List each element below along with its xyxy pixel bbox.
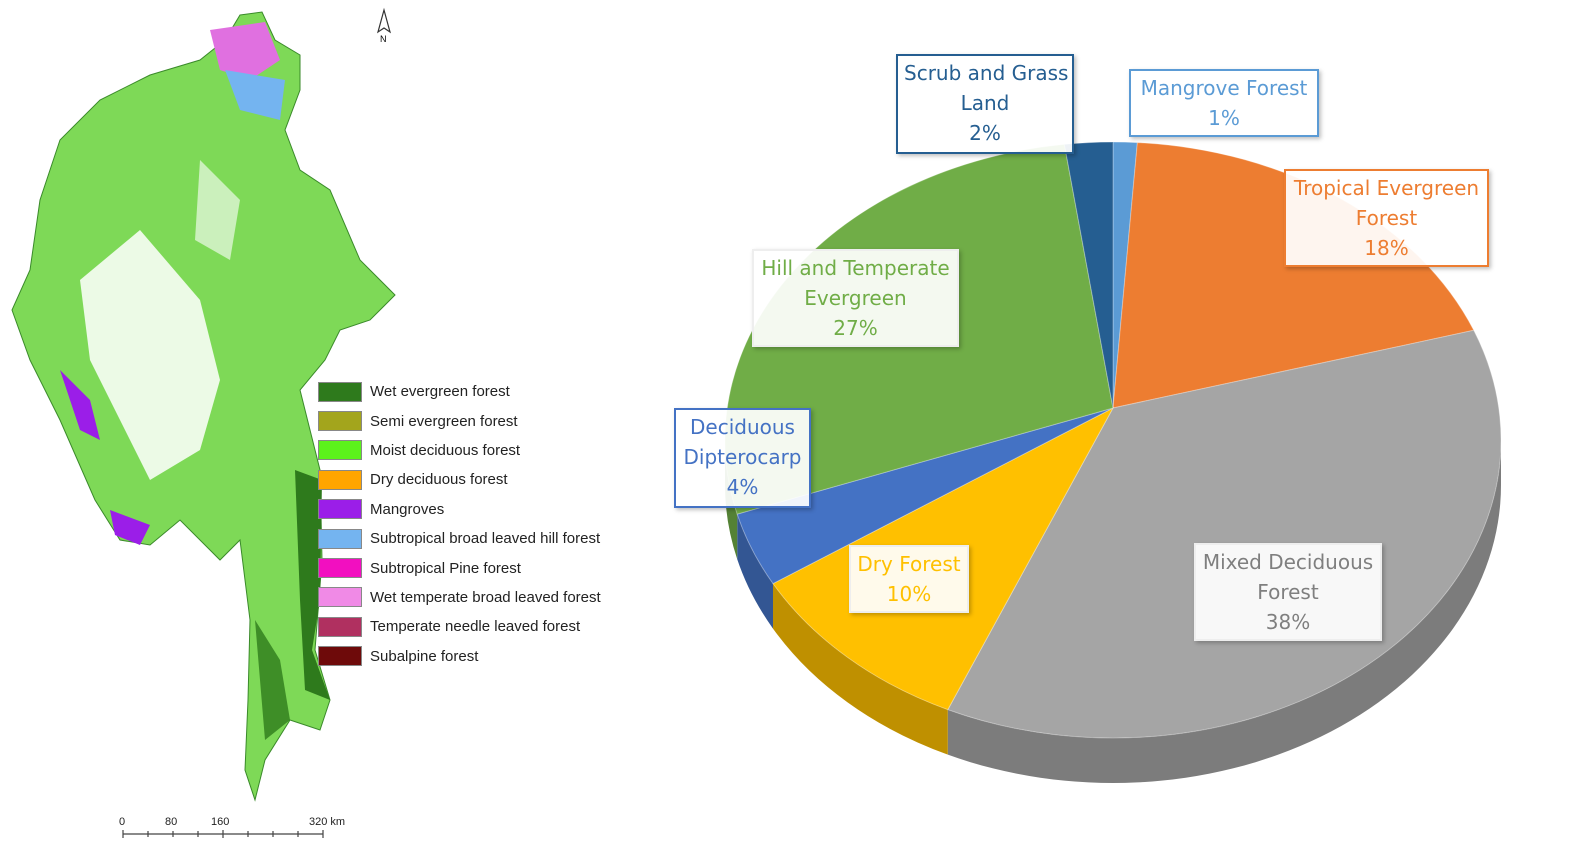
legend-label: Wet evergreen forest (370, 383, 510, 401)
map-legend: Wet evergreen forest Semi evergreen fores… (318, 377, 601, 671)
label-name: Scrub and Grass (904, 61, 1069, 85)
label-name: Dipterocarp (683, 445, 802, 469)
legend-swatch (318, 616, 362, 637)
legend-swatch (318, 381, 362, 402)
pie-slice (1112, 141, 1138, 409)
label-name: Tropical Evergreen (1293, 176, 1480, 200)
label-value: 38% (1265, 610, 1311, 634)
label-value: 10% (886, 582, 932, 606)
label-name: Evergreen (804, 286, 907, 310)
legend-item: Subalpine forest (318, 642, 601, 671)
legend-label: Temperate needle leaved forest (370, 618, 581, 636)
data-label: Tropical Evergreen Forest 18% (1284, 169, 1489, 267)
data-label: Scrub and Grass Land 2% (896, 54, 1074, 154)
label-value: 27% (833, 316, 878, 340)
legend-item: Wet temperate broad leaved forest (318, 583, 601, 612)
legend-item: Moist deciduous forest (318, 436, 601, 465)
data-label: Dry Forest 10% (849, 545, 969, 613)
legend-item: Wet evergreen forest (318, 377, 601, 406)
myanmar-map-shape (11, 11, 396, 802)
scale-bar (122, 830, 324, 838)
legend-label: Semi evergreen forest (370, 412, 518, 430)
legend-label: Mangroves (370, 500, 445, 518)
label-name: Dry Forest (857, 552, 961, 576)
legend-item: Mangroves (318, 495, 601, 524)
label-name: Mangrove Forest (1140, 76, 1308, 100)
data-label: Hill and Temperate Evergreen 27% (752, 249, 959, 347)
legend-item: Subtropical Pine forest (318, 553, 601, 582)
legend-item: Semi evergreen forest (318, 406, 601, 435)
legend-label: Dry deciduous forest (370, 471, 508, 489)
legend-swatch (318, 440, 362, 461)
label-value: 4% (726, 475, 759, 499)
pie-slice (736, 407, 1114, 585)
label-value: 2% (969, 121, 1001, 145)
label-value: 18% (1364, 236, 1409, 260)
svg-text:N: N (380, 34, 387, 44)
legend-label: Wet temperate broad leaved forest (370, 588, 601, 606)
scale-label: 80 (165, 816, 177, 828)
pie-slice-side (947, 440, 1501, 783)
legend-swatch (318, 587, 362, 608)
label-name: Forest (1355, 206, 1418, 230)
legend-swatch (318, 646, 362, 667)
label-name: Forest (1257, 580, 1319, 604)
label-name: Mixed Deciduous (1202, 550, 1374, 574)
legend-item: Subtropical broad leaved hill forest (318, 524, 601, 553)
label-name: Land (960, 91, 1010, 115)
legend-swatch (318, 469, 362, 490)
legend-label: Subtropical Pine forest (370, 559, 521, 577)
north-arrow-icon: N (376, 7, 392, 44)
scale-label: 320 km (309, 816, 345, 828)
data-label: Mixed Deciduous Forest 38% (1194, 543, 1382, 641)
scale-label: 160 (211, 816, 229, 828)
label-name: Deciduous (690, 415, 795, 439)
legend-label: Subtropical broad leaved hill forest (370, 530, 601, 548)
label-name: Hill and Temperate (761, 256, 950, 280)
legend-swatch (318, 558, 362, 579)
label-value: 1% (1208, 106, 1240, 130)
legend-label: Moist deciduous forest (370, 441, 521, 459)
scale-label: 0 (119, 816, 125, 828)
forest-map: N 0 80 160 320 km (11, 7, 396, 838)
data-label: Mangrove Forest 1% (1129, 69, 1319, 137)
legend-label: Subalpine forest (370, 647, 479, 665)
legend-swatch (318, 528, 362, 549)
legend-item: Temperate needle leaved forest (318, 612, 601, 641)
legend-swatch (318, 499, 362, 520)
legend-swatch (318, 411, 362, 432)
legend-item: Dry deciduous forest (318, 465, 601, 494)
data-label: Deciduous Dipterocarp 4% (674, 408, 811, 508)
pie-slice-side (772, 583, 948, 755)
pie-slice-side (737, 514, 773, 629)
